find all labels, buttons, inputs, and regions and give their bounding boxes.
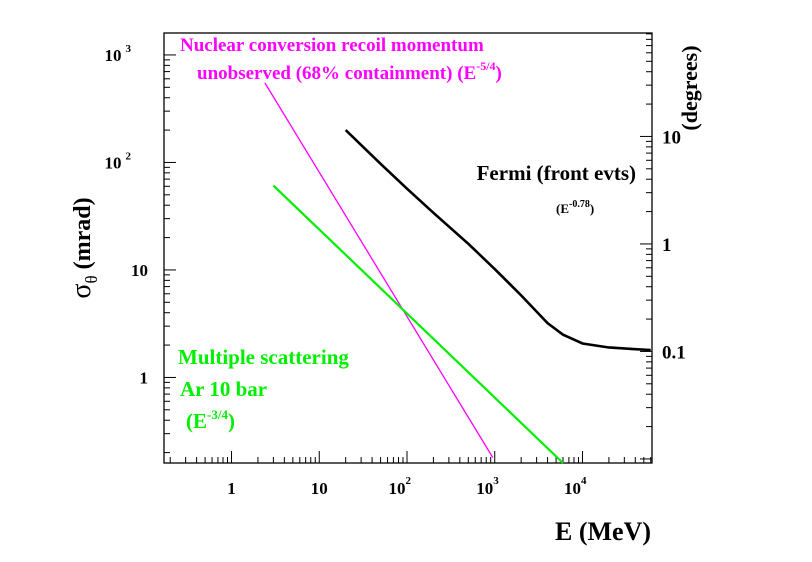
nuclear-label-line1: Nuclear conversion recoil momentum bbox=[180, 35, 484, 56]
svg-text:σθ(mrad): σθ (mrad) bbox=[66, 197, 101, 298]
x-tick-label: 1 bbox=[227, 479, 236, 498]
series-layer bbox=[264, 82, 651, 464]
plot-frame bbox=[163, 32, 653, 464]
nuclear-label-line2: unobserved (68% containment) (E-5/4) bbox=[197, 59, 502, 84]
y-axis-symbol: σ bbox=[66, 284, 97, 299]
y-tick-label: 10 bbox=[131, 261, 148, 280]
y-axis-unit: (mrad) bbox=[70, 197, 96, 269]
y2-tick-label: 10 bbox=[662, 127, 681, 148]
x-tick-label: 104 bbox=[564, 475, 587, 498]
y2-tick-label: 1 bbox=[662, 235, 672, 256]
y2-axis-title: (degrees) bbox=[677, 45, 702, 130]
ms-label-exponent: (E-3/4) bbox=[186, 407, 235, 433]
fermi-exponent-label: (E-0.78) bbox=[556, 199, 594, 216]
x-tick-label: 10 bbox=[311, 479, 328, 498]
y-tick-label: 10 3 bbox=[105, 43, 132, 65]
x-axis-title: E (MeV) bbox=[555, 517, 651, 546]
x-tick-label: 102 bbox=[388, 475, 411, 498]
svg-text:(degrees): (degrees) bbox=[677, 45, 702, 130]
x-tick-label: 103 bbox=[476, 475, 499, 498]
series-multiple-scattering bbox=[272, 184, 564, 464]
y2-tick-label: 0.1 bbox=[662, 342, 686, 363]
fermi-label: Fermi (front evts) bbox=[477, 161, 636, 185]
ms-label-line2: Ar 10 bar bbox=[180, 377, 267, 401]
series-nuclear-recoil bbox=[264, 82, 494, 458]
series-fermi bbox=[344, 129, 651, 352]
axis-ticks bbox=[164, 33, 652, 463]
tick-labels: 1 10 102 103 104 1 10 10 2 10 3 0.1 1 10 bbox=[105, 43, 686, 498]
y-axis-title: σθ (mrad) bbox=[66, 197, 101, 298]
y-axis-subscript: θ bbox=[82, 275, 101, 283]
y-tick-label: 10 2 bbox=[105, 150, 132, 172]
y-tick-label: 1 bbox=[140, 368, 149, 387]
ms-label-line1: Multiple scattering bbox=[178, 345, 349, 369]
